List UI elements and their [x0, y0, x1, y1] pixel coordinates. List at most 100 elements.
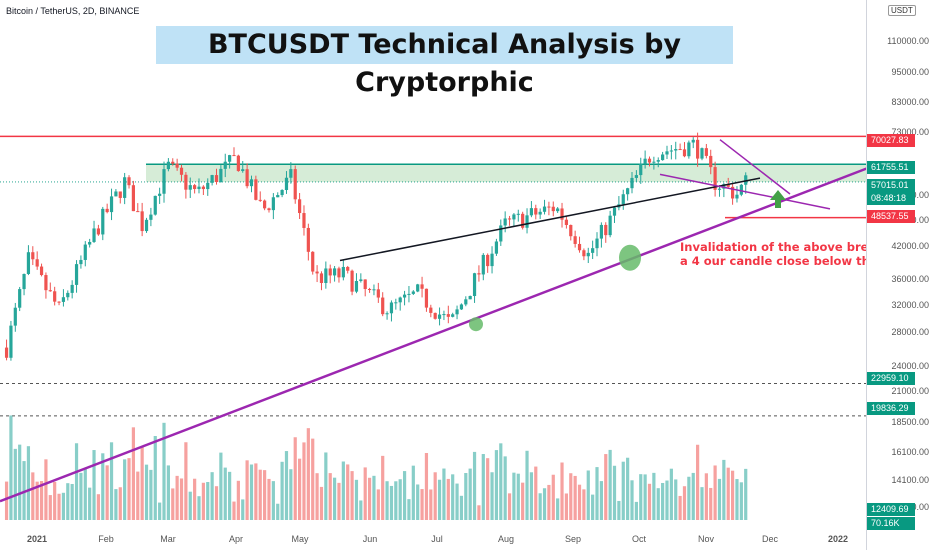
- volume-bar: [665, 480, 669, 520]
- invalidation-note-line1: Invalidation of the above breakout wil: [680, 240, 928, 254]
- volume-bar: [556, 498, 560, 520]
- candle-body: [608, 215, 612, 236]
- candle-body: [153, 195, 157, 215]
- candle-body: [232, 155, 236, 157]
- volume-bar: [96, 494, 101, 520]
- volume-bar: [105, 465, 109, 520]
- x-tick-label: Dec: [761, 534, 779, 544]
- wedge-lower-line: [659, 173, 831, 210]
- volume-bar: [372, 475, 376, 520]
- volume-bar: [354, 479, 359, 520]
- volume-bar: [394, 481, 398, 520]
- candle-body: [569, 224, 573, 237]
- volume-bar: [280, 461, 284, 520]
- currency-button[interactable]: USDT: [888, 5, 916, 16]
- candle-body: [494, 241, 499, 254]
- candle-body: [114, 191, 118, 197]
- volume-bar: [350, 471, 354, 520]
- up-arrow: [770, 190, 786, 208]
- volume-bar: [674, 479, 678, 520]
- volume-bar: [127, 458, 131, 520]
- volume-bar: [529, 472, 534, 520]
- candle-body: [70, 284, 74, 293]
- volume-bar: [573, 475, 577, 520]
- x-tick-label: Nov: [697, 534, 715, 544]
- candle-body: [652, 161, 656, 163]
- candle-body: [105, 208, 109, 213]
- volume-bar: [26, 446, 31, 520]
- volume-bar: [324, 452, 328, 520]
- volume-bar: [166, 465, 170, 520]
- volume-bar: [516, 473, 520, 520]
- candle-body: [459, 304, 464, 310]
- candle-body: [48, 290, 52, 292]
- volume-bar: [210, 472, 214, 520]
- candle-body: [464, 299, 468, 305]
- volume-bar: [652, 472, 656, 520]
- candle-body: [18, 289, 22, 308]
- volume-bar: [582, 489, 586, 520]
- volume-bar: [9, 415, 13, 520]
- candle-body: [210, 175, 214, 183]
- candle-body: [219, 168, 223, 183]
- volume-bar: [332, 477, 337, 520]
- candle-body: [280, 190, 284, 196]
- candle-body: [647, 158, 652, 163]
- candle-body: [669, 150, 673, 152]
- volume-bar: [57, 493, 61, 520]
- volume-bar: [626, 457, 630, 520]
- support-trendline: [0, 162, 881, 503]
- volume-bar: [389, 485, 394, 520]
- volume-bar: [114, 489, 118, 520]
- volume-bar: [407, 499, 411, 520]
- volume-bar: [88, 487, 92, 520]
- volume-bar: [44, 459, 48, 520]
- candle-body: [564, 219, 568, 225]
- price-axis[interactable]: 110000.0095000.0083000.0073000.0055000.0…: [866, 0, 932, 550]
- volume-bar: [258, 469, 262, 520]
- candle-body: [424, 288, 429, 308]
- falling-wedge-line: [719, 139, 791, 195]
- candle-body: [472, 273, 477, 297]
- volume-bar: [429, 489, 433, 520]
- candle-body: [691, 139, 695, 143]
- candle-body: [263, 200, 267, 209]
- volume-bar: [595, 467, 599, 520]
- candle-body: [332, 268, 337, 276]
- volume-bar: [634, 501, 638, 520]
- volume-bar: [206, 482, 210, 520]
- volume-bar: [131, 427, 135, 520]
- volume-bar: [704, 473, 708, 520]
- candle-body: [612, 207, 617, 216]
- volume-bar: [315, 473, 319, 520]
- candle-body: [201, 186, 205, 190]
- candle-body: [586, 252, 590, 257]
- candle-body: [26, 252, 31, 274]
- volume-bar: [661, 482, 665, 520]
- candle-body: [241, 169, 245, 172]
- volume-bar: [153, 436, 157, 520]
- volume-bar: [92, 450, 96, 520]
- volume-bar: [39, 481, 44, 520]
- x-tick-label: 2021: [26, 534, 48, 544]
- volume-bar: [630, 480, 634, 520]
- volume-bar: [79, 472, 83, 520]
- volume-bar: [726, 467, 730, 520]
- candle-body: [149, 214, 153, 220]
- volume-bar: [158, 502, 162, 520]
- volume-bar: [328, 473, 332, 520]
- volume-bar: [337, 482, 341, 520]
- volume-bar: [617, 500, 621, 520]
- axis-tick-label: 16100.00: [891, 447, 929, 457]
- volume-bar: [464, 473, 468, 520]
- candle-body: [451, 314, 455, 317]
- candle-body: [228, 155, 232, 162]
- candle-body: [319, 273, 324, 283]
- volume-bar: [271, 481, 275, 520]
- candle-body: [44, 275, 48, 291]
- candle-body: [416, 284, 420, 292]
- volume-bar: [569, 473, 573, 520]
- candle-body: [311, 251, 315, 272]
- volume-bar: [507, 493, 512, 520]
